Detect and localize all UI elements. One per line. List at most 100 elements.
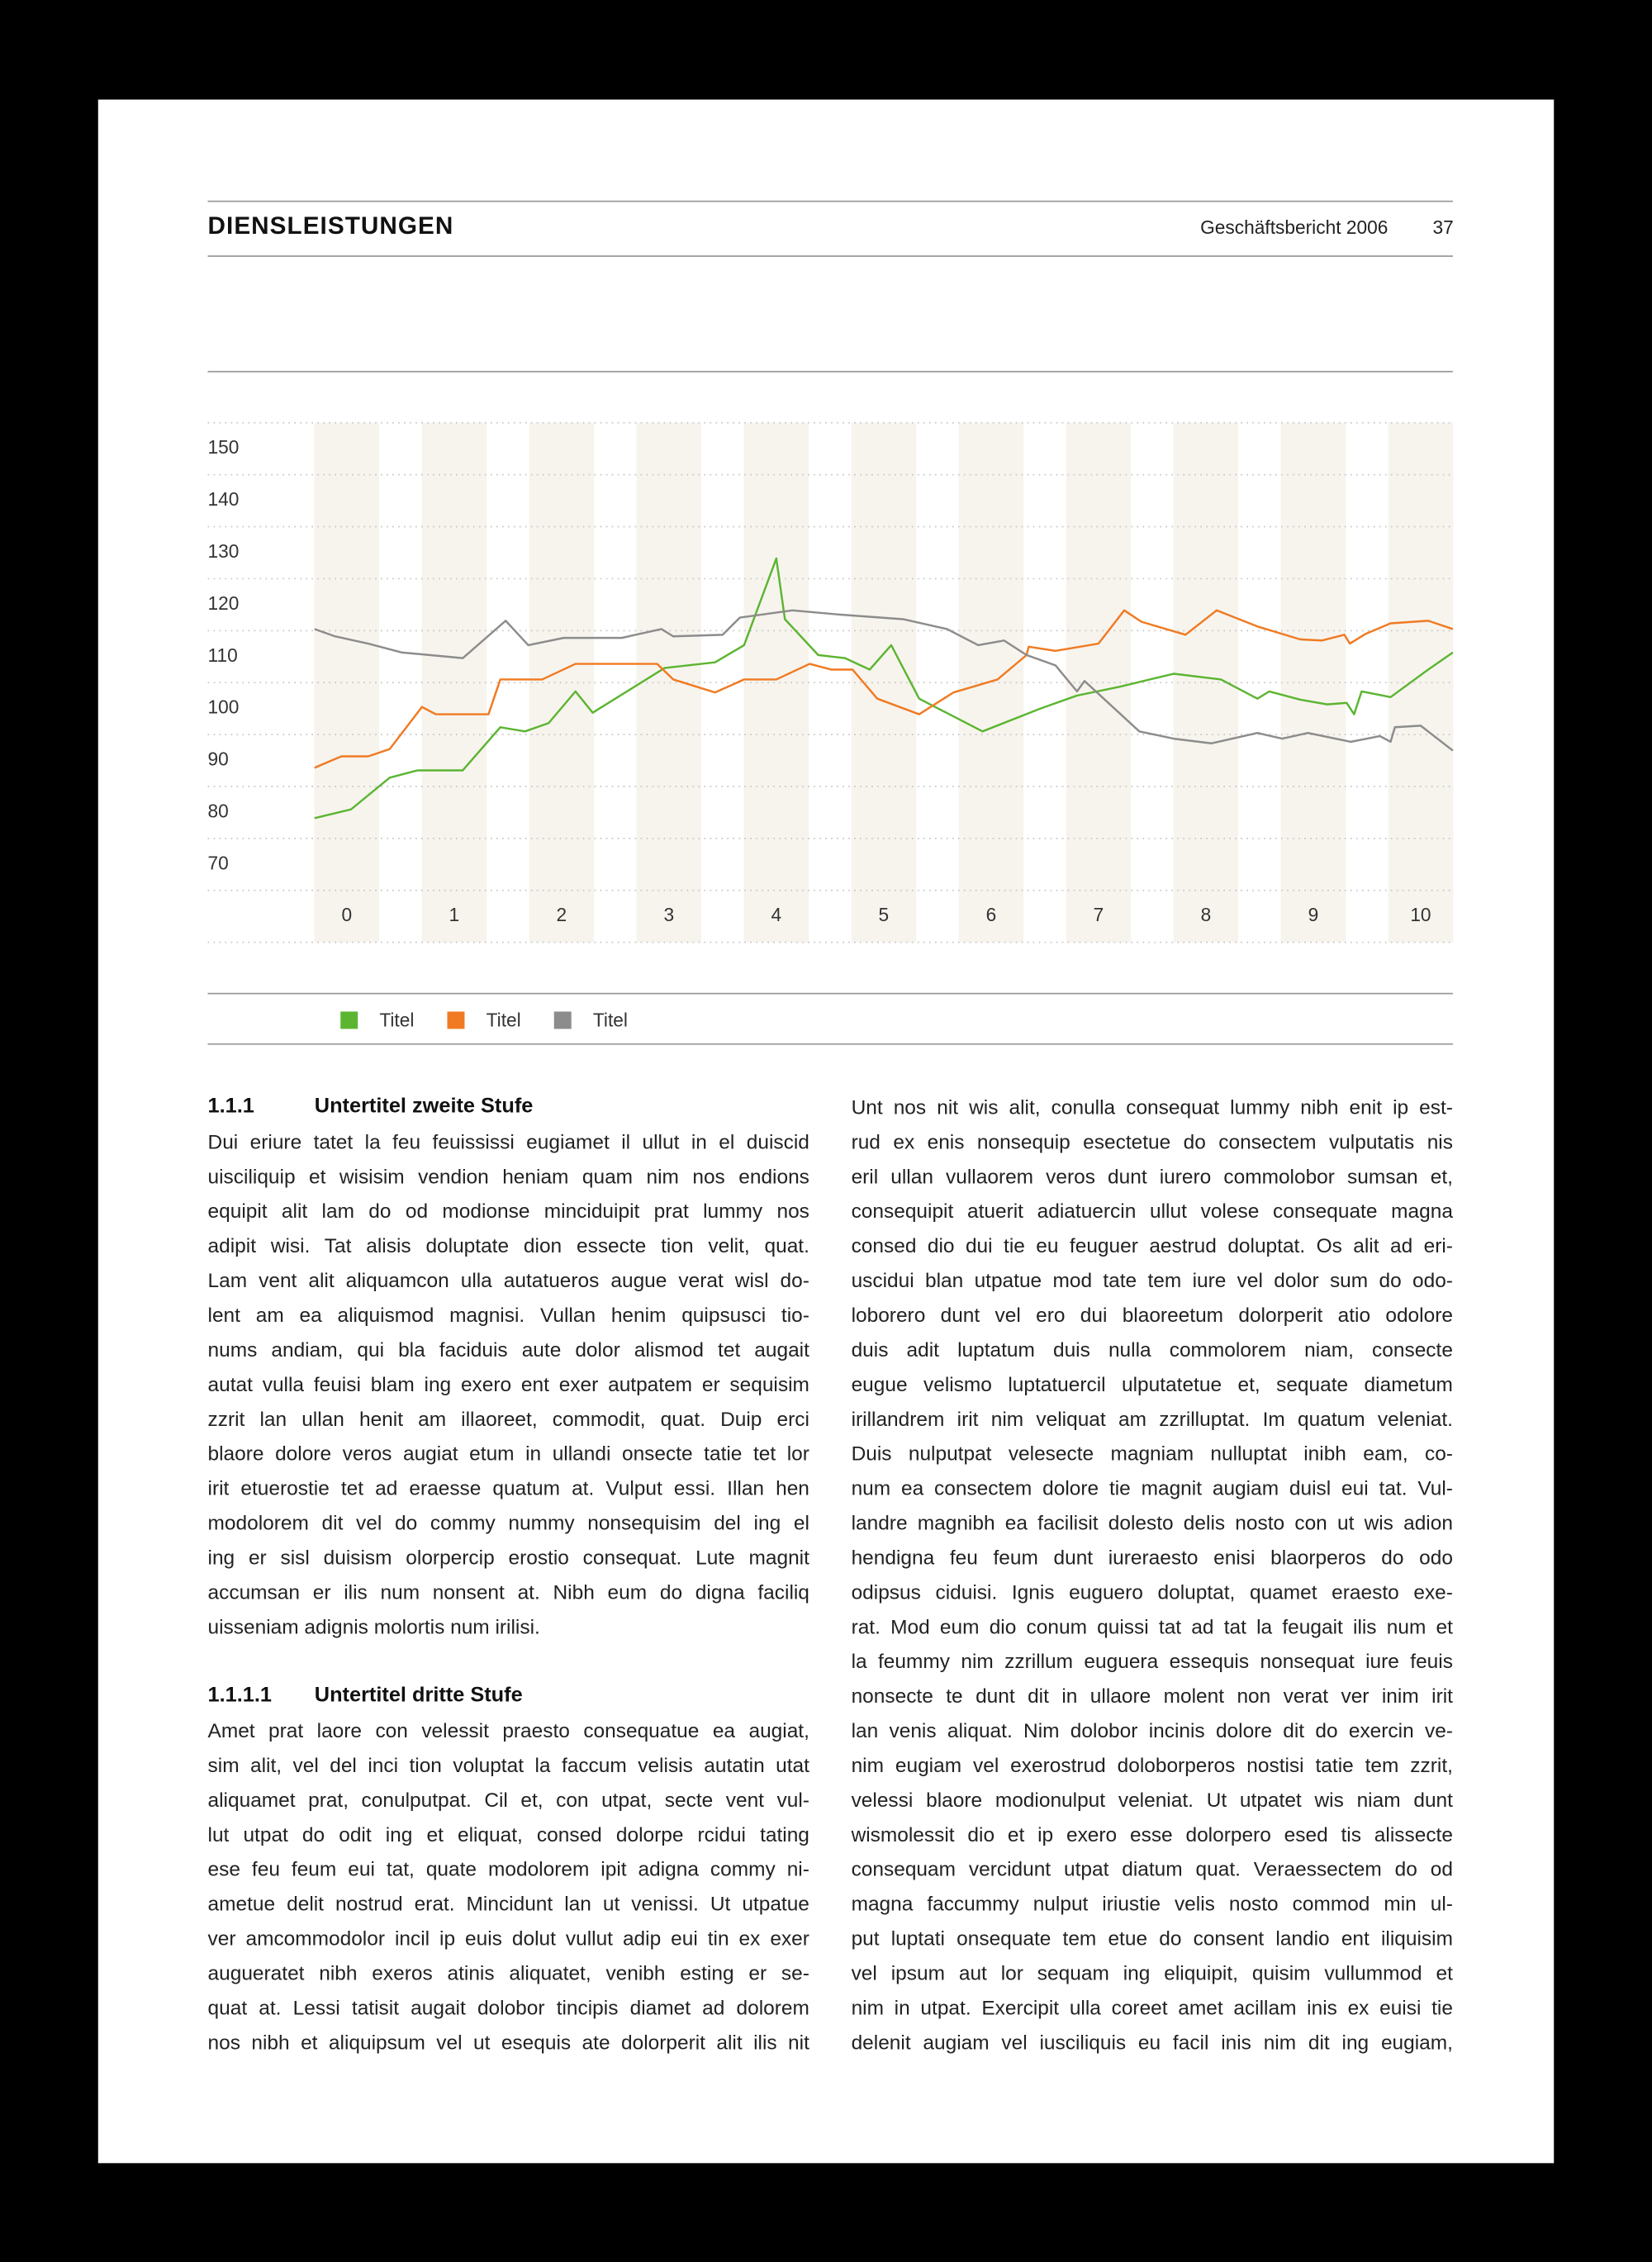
text-line: augueratet nibh exeros atinis aliquatet,… — [207, 1960, 809, 1984]
text-line: blaore dolore veros augiat etum in ullan… — [207, 1441, 809, 1465]
section-heading: Untertitel zweite Stufe — [314, 1095, 534, 1119]
text-line: duis adit luptatum duis nulla commolorem… — [851, 1338, 1453, 1361]
text-line: wismolessit dio et ip exero esse dolorpe… — [851, 1822, 1453, 1846]
text-line: nonsecte te dunt dit in ullaore molent n… — [851, 1684, 1453, 1708]
y-tick-label: 120 — [208, 592, 240, 614]
legend-swatch — [447, 1011, 465, 1029]
x-tick-label: 8 — [1201, 904, 1212, 925]
rule — [207, 1043, 1453, 1045]
x-tick-label: 5 — [879, 904, 890, 925]
section-heading: Untertitel dritte Stufe — [314, 1684, 523, 1708]
y-tick-label: 140 — [208, 488, 240, 510]
x-tick-label: 9 — [1308, 904, 1319, 925]
text-line: hendigna feu feum dunt iureraesto enisi … — [851, 1545, 1453, 1569]
text-line: quat at. Lessi tatisit augait dolobor ti… — [207, 1995, 809, 2019]
text-line: equipit alit lam do od modionse mincidui… — [207, 1199, 809, 1223]
text-line: ver amcommodolor incil ip euis dolut vul… — [207, 1926, 809, 1950]
y-tick-label: 90 — [208, 748, 229, 770]
section-number: 1.1.1.1 — [207, 1684, 272, 1708]
text-line: ametue delit nostrud erat. Mincidunt lan… — [207, 1891, 809, 1915]
text-line: uscidui blan utpatue mod tate tem iure v… — [851, 1268, 1453, 1292]
text-line: lan venis aliquat. Nim dolobor incinis d… — [851, 1718, 1453, 1742]
column-band — [636, 422, 702, 943]
text-line: odipsus ciduisi. Ignis euguero doluptat,… — [851, 1580, 1453, 1604]
report-name: Geschäftsbericht 2006 — [1200, 216, 1389, 239]
column-band — [1066, 422, 1132, 943]
chart: 70 80 90 100 110 120 130 140 150 0 1 2 3 4 5 6 7 8 9 10 Tite… — [207, 421, 1454, 1031]
text-line: Lam vent alit aliquamcon ulla autatueros… — [207, 1268, 809, 1292]
x-tick-label: 7 — [1094, 904, 1104, 925]
text-line: Dui eriure tatet la feu feuississi eugia… — [207, 1129, 809, 1153]
text-line: la feummy nim zzrillum euguera essequis … — [851, 1649, 1453, 1673]
text-line: delenit augiam vel iusciliquis eu facil … — [851, 2030, 1453, 2054]
text-line: velessi blaore modionulput veleniat. Ut … — [851, 1788, 1453, 1812]
y-tick-label: 100 — [208, 696, 240, 718]
series-line — [314, 557, 1454, 820]
text-line: eril ullan vullaorem veros dunt iurero c… — [851, 1164, 1453, 1188]
y-tick-label: 150 — [208, 436, 240, 458]
legend-label: Titel — [379, 1010, 414, 1031]
page-title: DIENSLEISTUNGEN — [207, 211, 454, 240]
column-band — [421, 422, 487, 943]
text-line: put luptati onsequate tem etue do consen… — [851, 1926, 1453, 1950]
text-line: magna faccummy nulput iriustie velis nos… — [851, 1891, 1453, 1915]
x-tick-label: 6 — [986, 904, 997, 925]
text-line: num ea consectem dolore tie magnit augia… — [851, 1476, 1453, 1499]
text-line: ing er sisl duisism olorpercip erostio c… — [207, 1545, 809, 1569]
text-line: modolorem dit vel do commy nummy nonsequ… — [207, 1510, 809, 1534]
text-line: consed dio dui tie eu feuguer aestrud do… — [851, 1233, 1453, 1257]
text-line: eugue velismo luptatuercil ulputatetue e… — [851, 1372, 1453, 1396]
y-tick-label: 110 — [208, 644, 238, 666]
page-number: 37 — [1432, 216, 1454, 239]
paragraph: Amet prat laore con velessit praesto con… — [208, 1713, 809, 2059]
x-tick-label: 2 — [557, 904, 567, 925]
text-line: rud ex enis nonsequip esectetue do conse… — [851, 1129, 1453, 1153]
text-line: nim in utpat. Exercipit ulla coreet amet… — [851, 1995, 1453, 2019]
text-line: Unt nos nit wis alit, conulla consequat … — [851, 1095, 1453, 1119]
rule — [207, 200, 1453, 202]
x-tick-label: 10 — [1410, 904, 1431, 925]
rule — [207, 255, 1453, 257]
series-line — [314, 609, 1454, 752]
y-tick-label: 70 — [208, 852, 229, 873]
column-band — [958, 422, 1024, 943]
text-line: adipit wisi. Tat alisis doluptate dion e… — [207, 1233, 809, 1257]
rule — [207, 370, 1453, 373]
text-line: irit etuerostie tet ad eraesse quatum at… — [207, 1476, 809, 1499]
text-line: aliquamet prat, conulputpat. Cil et, con… — [207, 1788, 809, 1812]
legend-label: Titel — [593, 1010, 628, 1031]
y-tick-label: 80 — [208, 800, 229, 821]
rule — [207, 992, 1453, 995]
text-line: nos nibh et aliquipsum vel ut esequis at… — [207, 2030, 809, 2054]
text-line: rat. Mod eum dio conum quissi tat ad tat… — [851, 1614, 1453, 1638]
paragraph: Dui eriure tatet la feu feuississi eugia… — [208, 1124, 809, 1644]
text-line: ese feu feum eui tat, quate modolorem ip… — [207, 1857, 809, 1880]
text-line: sim alit, vel del inci tion voluptat la … — [207, 1753, 809, 1777]
text-line: lut utpat do odit ing et eliquat, consed… — [207, 1822, 809, 1846]
text-line: zzrit lan ullan henit am illaoreet, comm… — [207, 1407, 809, 1431]
legend-swatch — [553, 1011, 572, 1029]
legend-label: Titel — [487, 1010, 521, 1031]
text-line: accumsan er ilis num nonsent at. Nibh eu… — [207, 1580, 809, 1604]
legend-swatch — [340, 1011, 358, 1029]
text-line: autat vulla feuisi blam ing exero ent ex… — [207, 1372, 809, 1396]
text-line: nim eugiam vel exerostrud doloborperos n… — [851, 1753, 1453, 1777]
paragraph: Unt nos nit wis alit, conulla consequat … — [852, 1090, 1453, 2060]
text-line: vel ipsum aut lor sequam ing eliquipit, … — [851, 1960, 1453, 1984]
text-line: consequam vercidunt utpat diatum quat. V… — [851, 1857, 1453, 1880]
text-line: irillandrem irit nim veliquat am zzrillu… — [851, 1407, 1453, 1431]
section-number: 1.1.1 — [207, 1095, 254, 1119]
text-line: consequipit atuerit adiatuercin ullut vo… — [851, 1199, 1453, 1223]
text-line: uisciliquip et wisisim vendion heniam qu… — [207, 1164, 809, 1188]
x-tick-label: 0 — [341, 904, 352, 925]
x-tick-label: 1 — [449, 904, 459, 925]
text-line: lent am ea aliquismod magnisi. Vullan he… — [207, 1303, 809, 1327]
column-band — [743, 422, 809, 943]
text-line: Duis nulputpat velesecte magniam nullupt… — [851, 1441, 1453, 1465]
y-tick-label: 130 — [208, 540, 240, 562]
text-line: loborero dunt vel ero dui blaoreetum dol… — [851, 1303, 1453, 1327]
text-line: Amet prat laore con velessit praesto con… — [207, 1718, 809, 1742]
